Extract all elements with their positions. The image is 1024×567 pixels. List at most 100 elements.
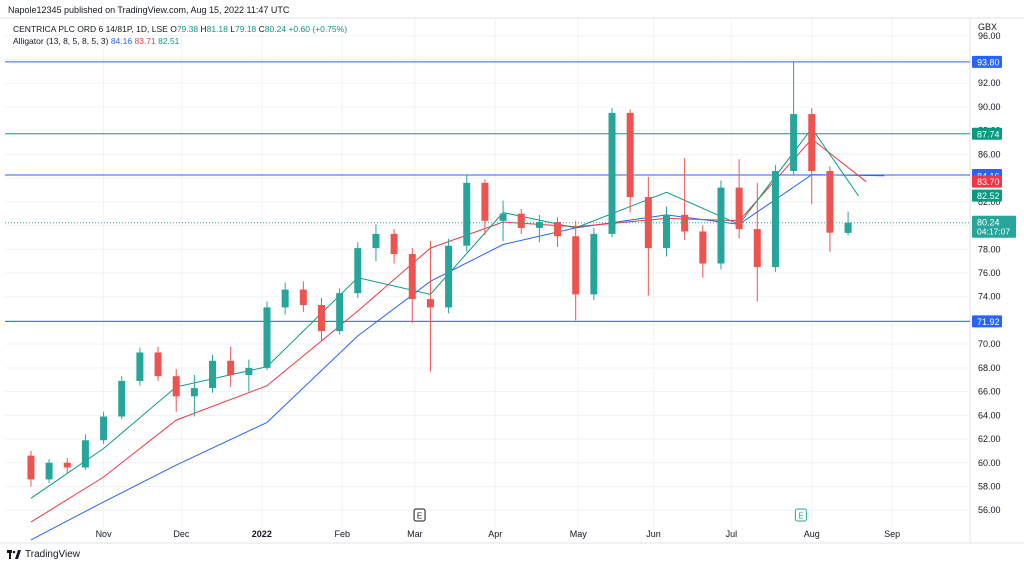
x-tick-label: May: [570, 529, 588, 539]
level-price-tag: 93.80: [977, 57, 1000, 67]
last-price-tag-bg: [972, 215, 1016, 238]
candle-body: [408, 254, 416, 300]
teeth-value: 83.71: [134, 36, 156, 46]
x-tick-label: Dec: [173, 529, 190, 539]
candle-body: [753, 229, 761, 268]
level-price-tag-bg: [972, 127, 1002, 140]
y-tick-label: 78.00: [978, 244, 1001, 254]
candle-body: [572, 236, 580, 295]
candle-body: [263, 307, 271, 368]
candle-body: [808, 114, 816, 171]
level-price-tag: 87.74: [977, 129, 1000, 139]
earnings-event-label: E: [798, 512, 803, 521]
candle-body: [100, 416, 108, 441]
y-tick-label: 70.00: [978, 339, 1001, 349]
candle-body: [844, 222, 852, 233]
x-tick-label: Apr: [488, 529, 502, 539]
indicator-legend[interactable]: Alligator (13, 8, 5, 8, 5, 3) 84.16 83.7…: [13, 36, 179, 46]
price-change: +0.60 (+0.75%): [288, 24, 348, 34]
candle-body: [426, 299, 434, 308]
candle-body: [227, 360, 235, 375]
candle-body: [590, 233, 598, 295]
indicator-name: Alligator (13, 8, 5, 8, 5, 3): [13, 36, 109, 46]
alligator-lips-line: [30, 127, 859, 499]
candle-body: [27, 455, 35, 480]
y-tick-label: 66.00: [978, 387, 1001, 397]
jaw-value: 84.16: [110, 36, 133, 46]
alligator-jaw-line: [30, 174, 885, 541]
candle-body: [826, 171, 834, 233]
candle-body: [463, 182, 471, 246]
candle-body: [481, 182, 489, 221]
y-tick-label: 76.00: [978, 268, 1001, 278]
x-tick-label: Mar: [407, 529, 423, 539]
ohlc-high: H81.18: [200, 24, 228, 34]
candle-body: [662, 214, 670, 249]
currency-label: GBX: [978, 22, 997, 32]
y-tick-label: 74.00: [978, 292, 1001, 302]
y-tick-label: 60.00: [978, 458, 1001, 468]
indicator-price-tag-bg: [972, 175, 1002, 188]
candle-body: [499, 213, 507, 221]
candle-body: [445, 245, 453, 308]
candle-body: [209, 360, 217, 389]
candle-body: [299, 289, 307, 306]
candle-body: [790, 114, 798, 171]
tradingview-brand: TradingView: [7, 549, 80, 560]
indicator-price-tag: 83.70: [977, 177, 1000, 187]
candle-body: [717, 187, 725, 264]
candle-body: [281, 289, 289, 308]
ohlc-open: O79.38: [170, 24, 199, 34]
y-tick-label: 58.00: [978, 481, 1001, 491]
x-tick-label: Feb: [334, 529, 350, 539]
y-tick-label: 68.00: [978, 363, 1001, 373]
y-tick-label: 56.00: [978, 505, 1001, 515]
x-tick-label: Aug: [804, 529, 820, 539]
candle-body: [699, 231, 707, 264]
candle-body: [372, 233, 380, 249]
x-tick-label: Jul: [726, 529, 738, 539]
candle-body: [172, 376, 180, 397]
last-price-tag: 80.24: [977, 218, 1000, 228]
candle-body: [644, 197, 652, 249]
candle-body: [190, 388, 198, 397]
ohlc-low: L79.18: [230, 24, 257, 34]
y-tick-label: 62.00: [978, 434, 1001, 444]
symbol-name: CENTRICA PLC ORD 6 14/81P, 1D, LSE: [13, 24, 168, 34]
countdown-label: 04:17:07: [977, 227, 1010, 237]
candle-body: [390, 233, 398, 255]
candle-body: [336, 293, 344, 332]
x-tick-label: Nov: [96, 529, 113, 539]
candle-body: [517, 213, 525, 228]
earnings-event-marker: [794, 508, 807, 522]
y-tick-label: 90.00: [978, 102, 1001, 112]
level-price-tag-bg: [972, 315, 1002, 328]
candle-body: [245, 367, 253, 375]
level-price-tag-bg: [972, 55, 1002, 68]
y-tick-label: 92.00: [978, 78, 1001, 88]
y-tick-label: 82.00: [978, 197, 1001, 207]
earnings-event-marker: [413, 508, 426, 522]
candle-body: [118, 380, 126, 417]
candle-body: [681, 214, 689, 232]
candle-body: [317, 305, 325, 332]
ohlc-close: C80.24: [258, 24, 287, 34]
candle-body: [535, 222, 543, 228]
x-tick-label: 2022: [252, 529, 272, 539]
x-tick-label: Sep: [884, 529, 900, 539]
candle-body: [771, 171, 779, 268]
candle-body: [81, 440, 89, 468]
candle-body: [45, 462, 53, 480]
y-tick-label: 96.00: [978, 31, 1001, 41]
x-tick-label: Jun: [646, 529, 661, 539]
earnings-event-label: E: [417, 512, 422, 521]
candle-body: [354, 248, 362, 294]
indicator-price-tag: 82.52: [977, 191, 1000, 201]
candle-body: [136, 352, 144, 381]
y-tick-label: 86.00: [978, 149, 1001, 159]
indicator-price-tag-bg: [972, 189, 1002, 202]
symbol-legend: CENTRICA PLC ORD 6 14/81P, 1D, LSE O79.3…: [13, 24, 347, 34]
lips-value: 82.51: [158, 36, 180, 46]
candle-body: [608, 112, 616, 234]
